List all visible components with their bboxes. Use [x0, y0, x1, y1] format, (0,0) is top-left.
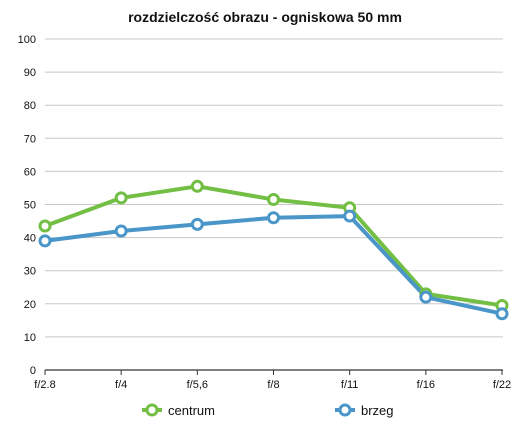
legend-label: brzeg	[361, 403, 394, 418]
data-point-brzeg	[38, 234, 52, 248]
data-point-brzeg	[114, 224, 128, 238]
y-tick-label: 100	[18, 34, 36, 46]
x-tick-label: f/22	[493, 379, 511, 391]
legend-swatch-marker	[338, 403, 352, 417]
y-tick-label: 60	[24, 166, 36, 178]
y-tick-label: 10	[24, 332, 36, 344]
x-tick-label: f/5,6	[187, 379, 208, 391]
chart-title: rozdzielczość obrazu - ogniskowa 50 mm	[128, 9, 402, 25]
data-point-centrum	[38, 219, 52, 233]
y-tick-label: 70	[24, 133, 36, 145]
x-tick-label: f/8	[267, 379, 279, 391]
data-point-centrum	[190, 179, 204, 193]
data-point-centrum	[267, 193, 280, 207]
y-tick-label: 0	[30, 365, 36, 377]
y-tick-label: 30	[24, 266, 36, 278]
data-point-brzeg	[190, 217, 204, 231]
y-tick-label: 90	[24, 67, 36, 79]
x-tick-label: f/4	[115, 379, 127, 391]
data-point-brzeg	[419, 290, 433, 304]
legend-swatch-marker	[145, 403, 159, 417]
axes: 0 10 20 30 40 50 60 70 80 90 100 f/2.8 f/4 f/5,6 f/8 f/…	[18, 34, 512, 391]
legend-label: centrum	[168, 403, 215, 418]
x-tick-label: f/11	[341, 379, 359, 391]
data-point-brzeg	[343, 209, 357, 223]
y-tick-label: 50	[24, 200, 36, 212]
x-tick-label: f/2.8	[34, 379, 55, 391]
series-lines	[38, 179, 509, 321]
x-tick-label: f/16	[417, 379, 435, 391]
legend-item-centrum: centrum	[142, 403, 215, 418]
gridlines	[45, 38, 503, 338]
y-tick-label: 20	[24, 299, 36, 311]
data-point-centrum	[114, 191, 128, 205]
series-line-brzeg	[43, 214, 504, 316]
legend-item-brzeg: brzeg	[335, 403, 394, 418]
y-tick-label: 80	[24, 100, 36, 112]
data-point-brzeg	[267, 211, 280, 225]
legend: centrum brzeg	[142, 403, 394, 418]
y-tick-label: 40	[24, 233, 36, 245]
data-point-brzeg	[495, 307, 509, 321]
